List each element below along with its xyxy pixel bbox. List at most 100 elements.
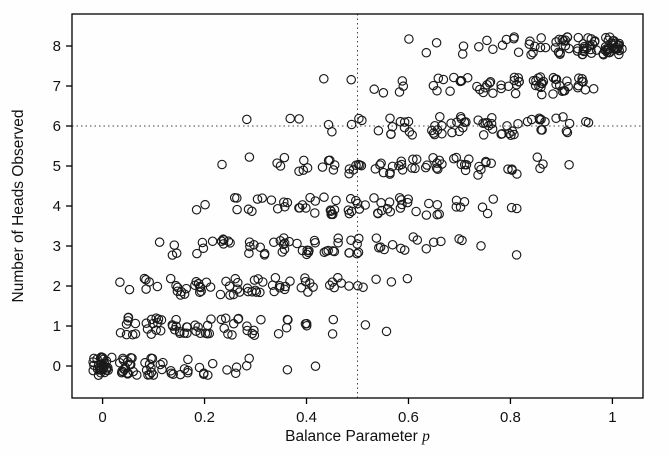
- data-point: [247, 206, 257, 217]
- x-tick-label: 0.2: [194, 409, 215, 426]
- data-point: [310, 196, 321, 206]
- data-point: [351, 195, 361, 206]
- data-point: [323, 119, 334, 130]
- data-point: [428, 128, 439, 138]
- data-point: [434, 209, 444, 219]
- data-point: [281, 323, 292, 333]
- x-tick-label: 0.8: [500, 409, 521, 426]
- data-point: [279, 244, 290, 255]
- data-point: [302, 163, 313, 173]
- data-point: [560, 40, 571, 51]
- data-point: [124, 284, 135, 295]
- reference-lines: [72, 14, 643, 398]
- data-point: [244, 248, 254, 259]
- data-point: [509, 129, 519, 140]
- data-point: [548, 89, 558, 99]
- data-point: [269, 286, 279, 297]
- data-point: [458, 41, 469, 51]
- data-point: [402, 197, 413, 208]
- data-point: [196, 286, 206, 297]
- data-point: [488, 88, 498, 98]
- data-point: [344, 208, 355, 219]
- data-point: [256, 314, 266, 325]
- data-point: [537, 89, 547, 100]
- data-point: [259, 248, 270, 259]
- data-point: [536, 78, 547, 89]
- data-point: [428, 237, 439, 248]
- data-point: [387, 161, 398, 172]
- data-point: [509, 33, 519, 44]
- data-point: [583, 33, 593, 43]
- data-point: [447, 127, 457, 138]
- data-point: [146, 314, 157, 325]
- data-point: [421, 47, 432, 58]
- data-point: [451, 152, 462, 163]
- data-point: [207, 236, 218, 247]
- data-point: [382, 204, 393, 214]
- data-point: [244, 152, 255, 162]
- data-point: [222, 365, 232, 375]
- data-point: [218, 239, 229, 249]
- data-point: [394, 87, 405, 97]
- data-point: [511, 250, 522, 260]
- data-point: [175, 369, 186, 380]
- data-point: [480, 82, 491, 93]
- data-point: [216, 314, 227, 325]
- data-point: [269, 237, 279, 248]
- data-point: [373, 208, 383, 219]
- data-point: [192, 248, 202, 259]
- y-axis-label: Number of Heads Observed: [10, 109, 27, 303]
- data-point: [272, 204, 283, 214]
- data-point: [431, 38, 442, 48]
- data-point: [157, 364, 167, 375]
- data-point: [305, 192, 315, 203]
- data-point: [536, 114, 546, 125]
- data-point: [578, 45, 589, 55]
- data-point: [243, 286, 253, 297]
- data-point: [275, 161, 286, 171]
- data-point: [181, 283, 192, 294]
- data-point: [126, 353, 136, 363]
- data-point: [300, 273, 310, 283]
- data-point: [438, 74, 449, 85]
- data-point: [536, 33, 546, 43]
- data-point: [535, 42, 546, 53]
- data-point: [573, 80, 584, 91]
- data-point: [525, 36, 535, 46]
- data-point: [476, 164, 486, 175]
- data-point: [144, 359, 155, 369]
- data-point: [509, 75, 520, 86]
- data-point: [354, 113, 364, 124]
- data-point: [302, 245, 312, 256]
- data-point: [435, 112, 445, 122]
- data-point: [89, 360, 99, 371]
- x-tick-label: 0: [98, 409, 106, 426]
- data-point: [331, 195, 341, 206]
- data-point: [130, 329, 141, 339]
- data-point: [528, 47, 538, 58]
- data-point: [300, 319, 311, 329]
- data-point: [474, 42, 484, 52]
- data-point: [219, 235, 229, 245]
- data-point: [182, 328, 192, 339]
- data-point: [123, 312, 134, 323]
- data-point: [247, 328, 257, 339]
- data-point: [218, 234, 228, 244]
- data-point: [384, 197, 395, 207]
- data-point: [386, 277, 397, 287]
- data-point: [171, 280, 181, 291]
- data-point: [277, 247, 288, 257]
- data-point: [487, 113, 497, 123]
- data-point: [550, 74, 561, 85]
- data-point: [512, 203, 522, 214]
- data-point: [351, 160, 361, 171]
- data-point: [530, 41, 540, 52]
- data-point: [215, 289, 226, 300]
- data-point: [588, 84, 599, 94]
- data-point: [158, 357, 168, 368]
- data-point: [407, 130, 417, 140]
- data-point: [344, 168, 354, 179]
- data-point: [183, 354, 193, 365]
- data-point: [473, 170, 483, 180]
- x-axis-label-text: Balance Parameter: [285, 428, 418, 445]
